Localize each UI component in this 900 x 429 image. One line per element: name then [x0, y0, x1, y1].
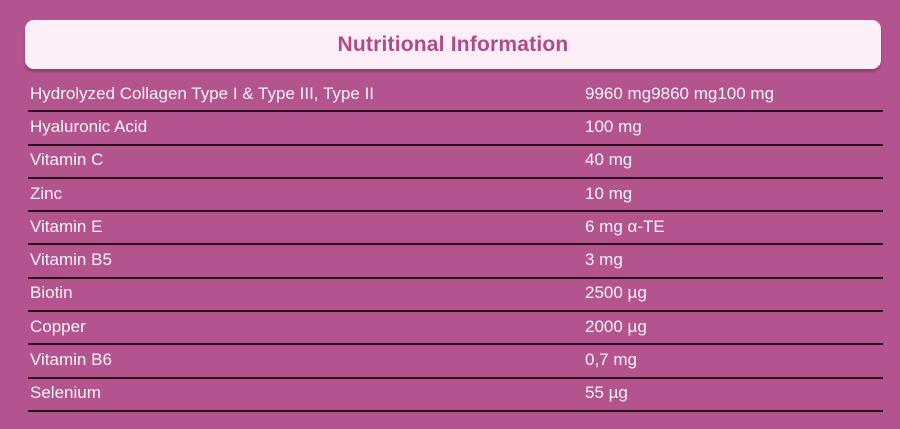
- nutrient-name: Copper: [30, 316, 86, 336]
- nutrient-name: Zinc: [30, 183, 63, 203]
- nutrient-amount: 6 mg α-TE: [585, 217, 665, 237]
- table-row: Biotin 2500 µg: [28, 279, 883, 313]
- nutrient-amount: 0,7 mg: [585, 350, 637, 370]
- table-row: Zinc 10 mg: [28, 179, 883, 213]
- nutrient-amount: 55 µg: [585, 383, 628, 403]
- table-row: Vitamin E 6 mg α-TE: [28, 212, 883, 246]
- table-row: Hyaluronic Acid 100 mg: [28, 112, 883, 146]
- nutrient-name: Vitamin B5: [30, 250, 112, 270]
- nutrient-amount: 100 mg: [585, 117, 642, 137]
- nutrient-name: Hyaluronic Acid: [30, 117, 148, 137]
- table-row: Copper 2000 µg: [28, 312, 883, 346]
- nutrition-table: Hydrolyzed Collagen Type I & Type III, T…: [28, 79, 883, 412]
- nutrient-name: Vitamin B6: [30, 350, 112, 370]
- nutrient-name: Vitamin E: [30, 217, 103, 237]
- nutrient-amount: 40 mg: [585, 150, 633, 170]
- table-row: Vitamin B5 3 mg: [28, 245, 883, 279]
- nutrient-name: Biotin: [30, 283, 73, 303]
- nutrient-amount: 2500 µg: [585, 283, 647, 303]
- nutrient-name: Hydrolyzed Collagen Type I & Type III, T…: [30, 83, 374, 103]
- nutrient-name: Selenium: [30, 383, 101, 403]
- nutrient-name: Vitamin C: [30, 150, 104, 170]
- table-row: Selenium 55 µg: [28, 379, 883, 412]
- table-row: Vitamin C 40 mg: [28, 146, 883, 179]
- page-title: Nutritional Information: [337, 32, 569, 56]
- nutrient-amount: 2000 µg: [585, 316, 647, 336]
- table-row: Vitamin B6 0,7 mg: [28, 345, 883, 379]
- table-row: Hydrolyzed Collagen Type I & Type III, T…: [28, 79, 883, 113]
- title-card: Nutritional Information: [25, 20, 881, 69]
- nutrient-amount: 9960 mg9860 mg100 mg: [585, 83, 775, 103]
- nutrient-amount: 10 mg: [585, 183, 633, 203]
- nutrient-amount: 3 mg: [585, 250, 623, 270]
